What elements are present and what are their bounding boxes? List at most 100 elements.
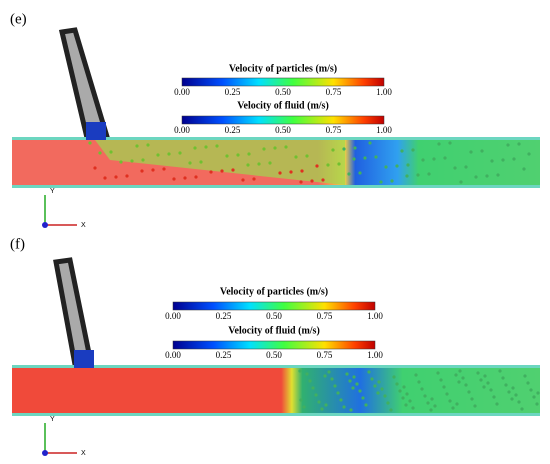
particle (520, 407, 524, 411)
particle (370, 377, 374, 381)
particle (315, 164, 319, 168)
axis-z (42, 222, 48, 228)
particle (93, 166, 97, 170)
particle (172, 177, 176, 181)
particle (512, 157, 516, 161)
particle (489, 388, 493, 392)
particle (314, 393, 318, 397)
particle (448, 141, 452, 145)
colorbar-tick-label: 0.25 (216, 350, 232, 360)
axis-y-label: Y (50, 416, 55, 423)
particle (333, 384, 337, 388)
particle (461, 376, 465, 380)
particle (523, 374, 527, 378)
particle (268, 161, 272, 165)
particle (483, 374, 487, 378)
particle (451, 406, 455, 410)
particle (453, 166, 457, 170)
colorbar-tick-label: 0.00 (174, 125, 190, 135)
particle (454, 373, 458, 377)
particle (383, 394, 387, 398)
particle (204, 145, 208, 149)
particle (501, 158, 505, 162)
particle (162, 167, 166, 171)
particle (347, 172, 351, 176)
particle (395, 164, 399, 168)
particle (467, 390, 471, 394)
colorbar-title: Velocity of fluid (m/s) (237, 100, 329, 111)
colorbar (172, 301, 376, 311)
particle (510, 397, 514, 401)
axis-x-label: X (81, 222, 86, 229)
particle (352, 157, 356, 161)
colorbar-tick-label: 0.50 (275, 125, 291, 135)
particle (361, 396, 365, 400)
particle (88, 141, 92, 145)
particle (262, 147, 266, 151)
particle (379, 180, 383, 184)
colorbar-tick-label: 0.75 (326, 87, 342, 97)
particle (140, 169, 144, 173)
particle (526, 381, 530, 385)
colorbar-tick-label: 0.50 (266, 311, 282, 321)
particle (352, 375, 356, 379)
particle (496, 173, 500, 177)
particle (339, 398, 343, 402)
particle (178, 151, 182, 155)
particle (376, 391, 380, 395)
colorbar-tick-label: 0.25 (225, 87, 241, 97)
particle-pile (86, 122, 106, 140)
particle (353, 146, 357, 150)
particle (448, 399, 452, 403)
particle (342, 405, 346, 409)
colorbar-tick-label: 0.25 (225, 125, 241, 135)
particle-pile (74, 350, 94, 368)
particle (247, 152, 251, 156)
colorbar-tick-label: 0.25 (216, 311, 232, 321)
particle (336, 391, 340, 395)
particle (470, 397, 474, 401)
particle (495, 402, 499, 406)
particle (135, 144, 139, 148)
particle (408, 399, 412, 403)
particle (392, 375, 396, 379)
particle (486, 381, 490, 385)
particle (395, 382, 399, 386)
particle (368, 141, 372, 145)
particle (337, 162, 341, 166)
particle (421, 158, 425, 162)
particle (527, 152, 531, 156)
particle (427, 172, 431, 176)
particle (300, 169, 304, 173)
particle (310, 179, 314, 183)
particle (473, 404, 477, 408)
particle (299, 398, 303, 402)
colorbar-tick-label: 0.75 (317, 311, 333, 321)
particle (209, 170, 213, 174)
particle (458, 369, 462, 373)
particle (351, 386, 355, 390)
particle (246, 163, 250, 167)
colorbar-tick-label: 0.50 (275, 87, 291, 97)
particle (404, 403, 408, 407)
particle (363, 156, 367, 160)
particle (349, 408, 353, 412)
particle (492, 395, 496, 399)
particle (429, 408, 433, 412)
particle (215, 144, 219, 148)
particle (430, 397, 434, 401)
particle (439, 378, 443, 382)
particle (298, 369, 302, 373)
panel-label: (f) (10, 236, 25, 252)
particle (348, 379, 352, 383)
particle (220, 169, 224, 173)
particle (457, 380, 461, 384)
particle (411, 406, 415, 410)
colorbar-tick-label: 0.00 (174, 87, 190, 97)
particle (225, 154, 229, 158)
colorbar-title: Velocity of fluid (m/s) (228, 325, 320, 336)
colorbar-tick-label: 1.00 (367, 350, 383, 360)
particle (474, 175, 478, 179)
particle (141, 158, 145, 162)
